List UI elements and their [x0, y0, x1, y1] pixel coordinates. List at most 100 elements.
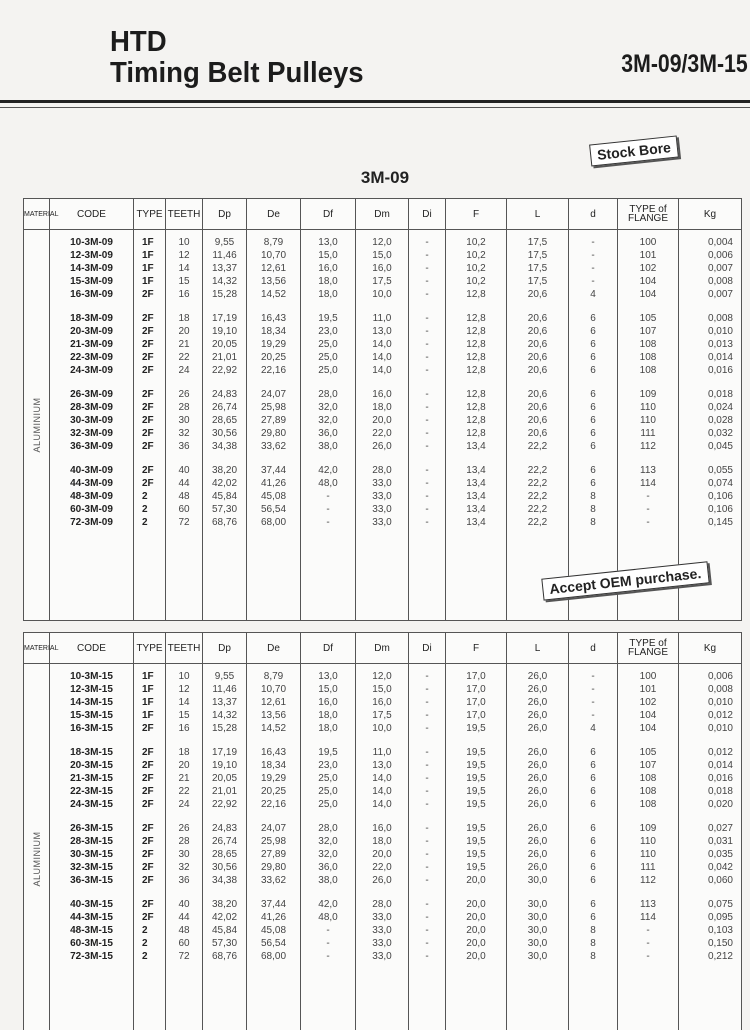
- cell-l: 20,6: [506, 401, 569, 414]
- cell-teeth: 22: [165, 351, 203, 364]
- table-row: 18-3M-15 2F 18 17,19 16,43 19,5 11,0-19,5 26,0 6…: [24, 746, 742, 759]
- cell-flange: 110: [617, 414, 679, 427]
- cell-type: 2: [133, 950, 166, 963]
- cell-de: 68,00: [246, 950, 301, 963]
- cell-dp: 30,56: [202, 861, 247, 874]
- code-range: 3M-09/3M-15: [621, 50, 748, 78]
- cell-dp: 11,46: [202, 683, 247, 696]
- cell-de: 25,98: [246, 401, 301, 414]
- cell-df: 19,5: [300, 746, 356, 759]
- col-header-di: Di: [408, 632, 446, 664]
- cell-d: 6: [568, 911, 618, 924]
- cell-type: 2F: [133, 414, 166, 427]
- col-header-material: MATERIAL: [23, 632, 59, 664]
- cell-dp: 20,05: [202, 338, 247, 351]
- cell-de: 18,34: [246, 759, 301, 772]
- cell-teeth: 72: [165, 516, 203, 529]
- cell-f: 19,5: [445, 822, 507, 835]
- cell-type: 2F: [133, 835, 166, 848]
- cell-de: 56,54: [246, 503, 301, 516]
- col-header-type: TYPE: [133, 198, 166, 230]
- cell-df: 13,0: [300, 670, 356, 683]
- col-header-l: L: [506, 632, 569, 664]
- cell-flange: 108: [617, 785, 679, 798]
- cell-code: 28-3M-15: [49, 835, 134, 848]
- cell-code: 72-3M-09: [49, 516, 134, 529]
- cell-f: 17,0: [445, 670, 507, 683]
- cell-teeth: 32: [165, 427, 203, 440]
- cell-df: -: [300, 950, 356, 963]
- cell-de: 19,29: [246, 772, 301, 785]
- cell-dp: 42,02: [202, 477, 247, 490]
- cell-dp: 26,74: [202, 401, 247, 414]
- cell-kg: 0,145: [678, 516, 742, 529]
- cell-di: -: [408, 440, 446, 453]
- table-row: 72-3M-09 2 72 68,76 68,00-33,0-13,4 22,2 8-0,1…: [24, 516, 742, 529]
- cell-l: 26,0: [506, 709, 569, 722]
- cell-di: -: [408, 937, 446, 950]
- cell-teeth: 21: [165, 772, 203, 785]
- cell-type: 1F: [133, 709, 166, 722]
- cell-f: 20,0: [445, 950, 507, 963]
- cell-flange: -: [617, 490, 679, 503]
- cell-code: 18-3M-15: [49, 746, 134, 759]
- cell-l: 26,0: [506, 798, 569, 811]
- col-header-dm: Dm: [355, 198, 409, 230]
- cell-code: 30-3M-15: [49, 848, 134, 861]
- cell-teeth: 15: [165, 709, 203, 722]
- cell-type: 2F: [133, 898, 166, 911]
- cell-teeth: 22: [165, 785, 203, 798]
- cell-f: 20,0: [445, 937, 507, 950]
- cell-dm: 28,0: [355, 464, 409, 477]
- cell-f: 20,0: [445, 911, 507, 924]
- cell-kg: 0,075: [678, 898, 742, 911]
- cell-f: 20,0: [445, 924, 507, 937]
- cell-d: -: [568, 709, 618, 722]
- cell-de: 8,79: [246, 236, 301, 249]
- cell-dp: 20,05: [202, 772, 247, 785]
- cell-f: 17,0: [445, 683, 507, 696]
- cell-df: 25,0: [300, 351, 356, 364]
- cell-d: 6: [568, 388, 618, 401]
- cell-code: 10-3M-09: [49, 236, 134, 249]
- cell-dm: 33,0: [355, 503, 409, 516]
- cell-flange: 110: [617, 848, 679, 861]
- cell-l: 30,0: [506, 911, 569, 924]
- cell-kg: 0,031: [678, 835, 742, 848]
- cell-flange: 108: [617, 772, 679, 785]
- cell-code: 15-3M-09: [49, 275, 134, 288]
- cell-de: 37,44: [246, 464, 301, 477]
- cell-code: 32-3M-09: [49, 427, 134, 440]
- cell-de: 13,56: [246, 275, 301, 288]
- cell-dp: 14,32: [202, 275, 247, 288]
- table-row: 22-3M-15 2F 22 21,01 20,25 25,0 14,0-19,5 26,0 6…: [24, 785, 742, 798]
- table-row: 20-3M-09 2F 20 19,10 18,34 23,0 13,0-12,8 20,6 6…: [24, 325, 742, 338]
- cell-di: -: [408, 364, 446, 377]
- cell-teeth: 24: [165, 364, 203, 377]
- cell-di: -: [408, 236, 446, 249]
- cell-de: 33,62: [246, 874, 301, 887]
- cell-kg: 0,008: [678, 683, 742, 696]
- col-header-f: F: [445, 632, 507, 664]
- cell-dp: 21,01: [202, 785, 247, 798]
- cell-f: 12,8: [445, 401, 507, 414]
- cell-flange: -: [617, 950, 679, 963]
- cell-l: 26,0: [506, 848, 569, 861]
- table-row: 48-3M-09 2 48 45,84 45,08-33,0-13,4 22,2 8-0,1…: [24, 490, 742, 503]
- cell-code: 20-3M-09: [49, 325, 134, 338]
- cell-kg: 0,095: [678, 911, 742, 924]
- cell-type: 2F: [133, 785, 166, 798]
- cell-f: 12,8: [445, 312, 507, 325]
- cell-dp: 14,32: [202, 709, 247, 722]
- cell-dp: 9,55: [202, 236, 247, 249]
- cell-kg: 0,106: [678, 503, 742, 516]
- cell-type: 1F: [133, 275, 166, 288]
- cell-de: 68,00: [246, 516, 301, 529]
- cell-dp: 13,37: [202, 696, 247, 709]
- cell-flange: 101: [617, 683, 679, 696]
- cell-f: 13,4: [445, 464, 507, 477]
- col-header-material: MATERIAL: [23, 198, 59, 230]
- cell-flange: -: [617, 924, 679, 937]
- cell-code: 28-3M-09: [49, 401, 134, 414]
